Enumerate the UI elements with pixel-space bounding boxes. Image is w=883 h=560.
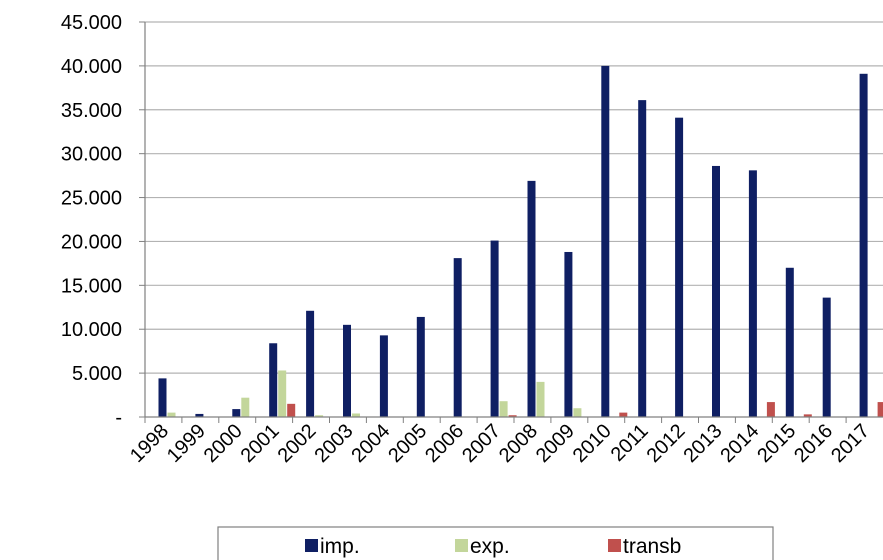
x-tick-label: 2004	[347, 420, 394, 467]
bar-imp-2001	[269, 343, 278, 417]
legend: imp. exp. transb	[217, 526, 774, 560]
bar-imp-2012	[675, 117, 684, 417]
bar-transb-2010	[619, 412, 628, 417]
axes	[139, 21, 883, 423]
x-tick-label: 2009	[532, 420, 579, 467]
x-tick-label: 2005	[384, 420, 431, 467]
bars	[158, 65, 883, 418]
x-axis-tick-labels: 1998199920002001200220032004200520062007…	[126, 420, 874, 467]
bar-exp-2008	[536, 381, 545, 417]
bar-transb-2017	[877, 402, 883, 417]
bar-imp-2009	[564, 251, 573, 417]
y-tick-label: 35.000	[61, 100, 122, 122]
bar-imp-2008	[527, 180, 536, 417]
x-tick-label: 2008	[495, 420, 542, 467]
bar-imp-2004	[379, 335, 388, 417]
x-tick-label: 2007	[458, 420, 505, 467]
y-tick-label: -	[115, 407, 122, 429]
bar-exp-2002	[315, 415, 324, 417]
legend-label-exp: exp.	[470, 535, 510, 558]
bar-imp-2017	[859, 73, 868, 418]
x-tick-label: 1998	[126, 420, 173, 467]
gridlines	[145, 21, 883, 374]
y-tick-label: 20.000	[61, 231, 122, 253]
bar-exp-1998	[167, 412, 176, 417]
y-tick-label: 40.000	[61, 56, 122, 78]
bar-imp-2013	[712, 165, 720, 417]
y-tick-label: 25.000	[61, 188, 122, 210]
bar-exp-2003	[352, 413, 360, 417]
bar-exp-2009	[573, 408, 582, 417]
y-tick-label: 10.000	[61, 319, 122, 341]
bar-imp-2015	[785, 267, 794, 417]
x-tick-label: 2001	[237, 420, 284, 467]
x-tick-label: 2014	[716, 420, 763, 467]
x-tick-label: 2012	[643, 420, 690, 467]
bar-transb-2001	[287, 403, 296, 417]
x-tick-label: 2006	[421, 420, 468, 467]
bar-exp-2000	[241, 397, 250, 417]
legend-label-transb: transb	[623, 535, 681, 558]
bar-imp-2000	[232, 409, 241, 417]
y-axis-tick-labels: - 5.000 10.000 15.000 20.000 25.000 30.000 35.0…	[61, 12, 122, 429]
y-tick-label: 5.000	[72, 363, 122, 385]
x-tick-label: 2013	[679, 420, 726, 467]
bar-imp-2002	[306, 310, 315, 417]
bar-exp-2007	[499, 401, 508, 417]
y-tick-label: 45.000	[61, 12, 122, 34]
bar-imp-2011	[638, 100, 647, 417]
bar-imp-2003	[343, 324, 351, 417]
bar-imp-2014	[748, 170, 757, 417]
bar-imp-2006	[453, 258, 462, 417]
bar-imp-2016	[822, 297, 831, 417]
bar-transb-2014	[766, 402, 775, 417]
bar-transb-2015	[803, 414, 812, 417]
bar-imp-2005	[416, 316, 425, 417]
x-tick-label: 2000	[200, 420, 247, 467]
bar-imp-2007	[490, 240, 499, 417]
bar-imp-1998	[158, 378, 167, 417]
bar-imp-1999	[195, 413, 204, 417]
bar-imp-2010	[601, 65, 610, 417]
legend-swatch-imp	[305, 539, 318, 552]
legend-swatch-exp	[455, 539, 468, 552]
x-tick-label: 2002	[274, 420, 321, 467]
bar-exp-2001	[278, 370, 287, 417]
y-tick-label: 30.000	[61, 144, 122, 166]
y-tick-label: 15.000	[61, 275, 122, 297]
x-tick-label: 2003	[310, 420, 357, 467]
x-tick-label: 2017	[827, 420, 874, 467]
x-tick-label: 2015	[753, 420, 800, 467]
x-tick-label: 2011	[607, 420, 653, 466]
x-tick-label: 1999	[163, 420, 210, 467]
x-tick-label: 2016	[790, 420, 837, 467]
legend-swatch-transb	[608, 539, 621, 552]
bar-transb-2007	[508, 415, 517, 417]
legend-label-imp: imp.	[320, 535, 360, 558]
x-tick-label: 2010	[569, 420, 616, 467]
